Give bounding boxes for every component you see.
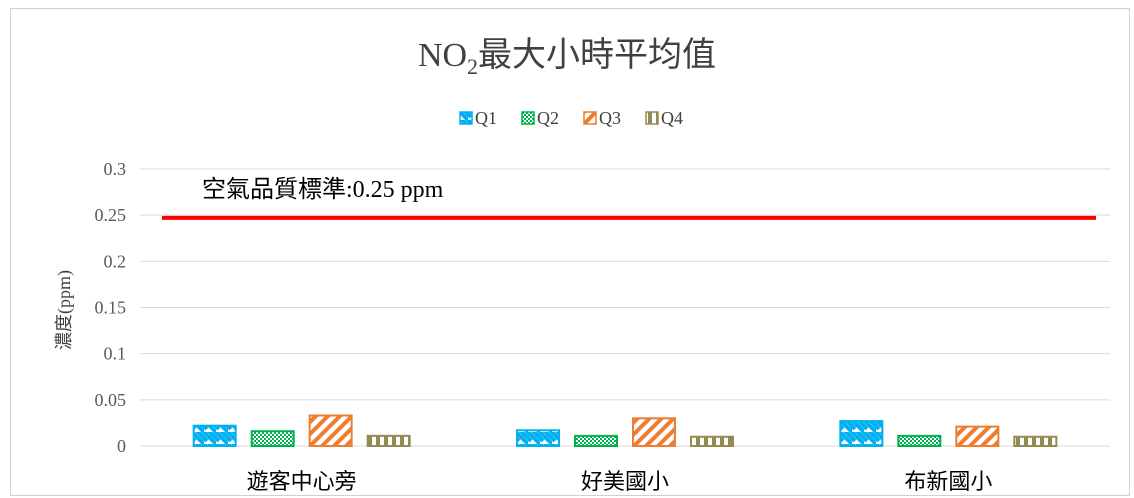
y-tick-label: 0.25: [95, 205, 127, 225]
y-tick-label: 0: [117, 436, 126, 456]
x-category-label: 布新國小: [904, 469, 992, 494]
legend-swatch: [521, 111, 535, 125]
bar-q1-2: [839, 420, 884, 448]
legend-swatch: [645, 111, 659, 125]
air-quality-standard-label: 空氣品質標準:0.25 ppm: [202, 176, 444, 203]
legend-swatch: [459, 111, 473, 125]
y-tick-label: 0.3: [104, 159, 127, 179]
legend-label: Q2: [537, 108, 559, 128]
y-tick-label: 0.15: [95, 298, 127, 318]
bar-q4-2: [1013, 435, 1058, 447]
bar-series-group: [192, 414, 1058, 448]
legend-item-q1: Q1: [459, 108, 497, 128]
bar-q4-1: [690, 435, 734, 447]
gridlines: [140, 168, 1110, 447]
bar-q2-2: [897, 434, 942, 447]
x-category-label: 遊客中心旁: [247, 469, 357, 494]
y-tick-label: 0.05: [95, 390, 127, 410]
legend-label: Q3: [599, 108, 621, 128]
legend-label: Q1: [475, 108, 497, 128]
bar-q3-1: [632, 417, 676, 447]
y-tick-label: 0.2: [104, 251, 127, 271]
legend-item-q2: Q2: [521, 108, 559, 128]
chart-frame: [10, 8, 1130, 496]
bar-q1-0: [192, 424, 237, 448]
legend-label: Q4: [661, 108, 683, 128]
chart-title: NO2最大小時平均值: [418, 36, 716, 79]
bar-q2-1: [574, 434, 618, 447]
y-tick-label: 0.1: [104, 344, 127, 364]
bar-q3-0: [308, 414, 353, 447]
bar-q1-1: [516, 429, 560, 448]
x-axis-categories: 遊客中心旁 好美國小 布新國小: [247, 469, 993, 494]
chart-legend: Q1 Q2 Q3 Q4: [459, 108, 683, 128]
bar-q2-0: [250, 430, 295, 447]
bar-q4-0: [366, 434, 411, 447]
y-axis-ticks: 0 0.05 0.1 0.15 0.2 0.25 0.3: [95, 159, 127, 456]
y-axis-label: 濃度(ppm): [54, 270, 75, 350]
legend-item-q4: Q4: [645, 108, 683, 128]
legend-item-q3: Q3: [583, 108, 621, 128]
bar-q3-2: [955, 425, 1000, 447]
x-category-label: 好美國小: [581, 469, 669, 494]
legend-swatch: [583, 111, 597, 125]
